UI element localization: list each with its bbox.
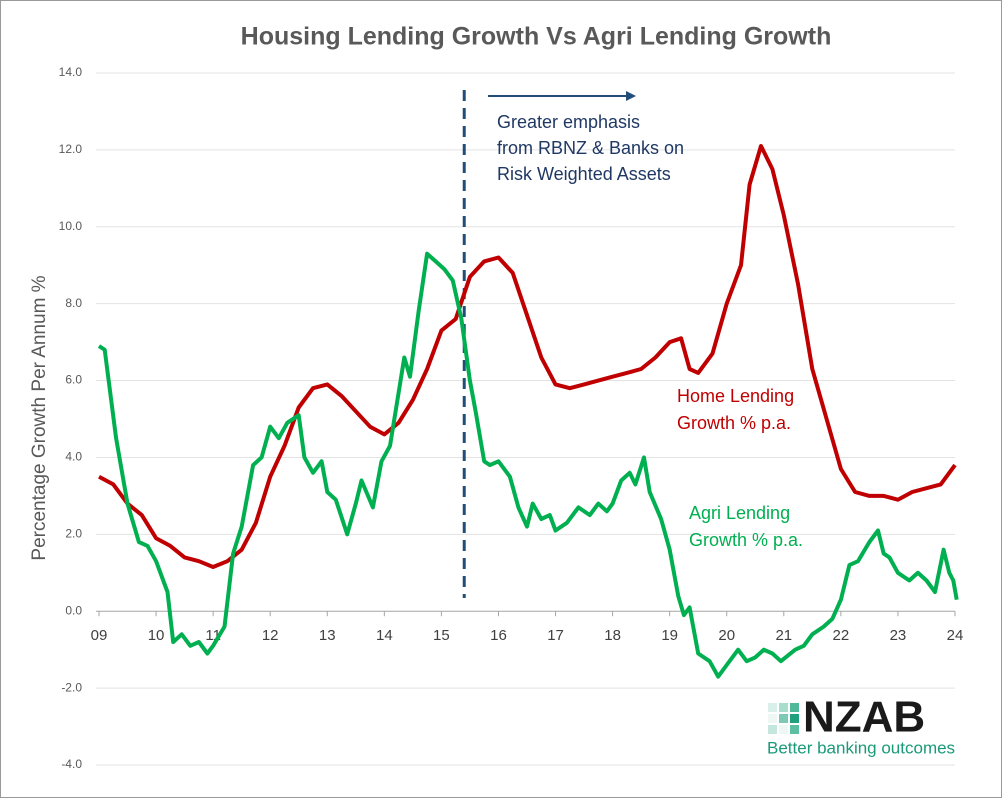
x-tick-label: 12	[262, 627, 279, 644]
y-tick-label: 6.0	[65, 373, 82, 387]
annotation: Risk Weighted Assets	[497, 164, 671, 184]
y-tick-label: 10.0	[59, 219, 83, 233]
arrow-head	[626, 91, 636, 101]
y-tick-label: 4.0	[65, 450, 82, 464]
annotation: Greater emphasis	[497, 112, 640, 132]
x-tick-label: 09	[91, 627, 108, 644]
x-tick-label: 15	[433, 627, 450, 644]
y-tick-label: 8.0	[65, 296, 82, 310]
series-line	[98, 144, 957, 569]
series-line	[97, 251, 959, 679]
x-tick-label: 17	[547, 627, 564, 644]
x-tick-label: 20	[718, 627, 735, 644]
x-tick-label: 23	[890, 627, 907, 644]
x-tick-label: 16	[490, 627, 507, 644]
logo-text: NZAB	[803, 693, 925, 742]
series-label: Agri Lending	[689, 503, 790, 523]
y-tick-label: 12.0	[59, 142, 83, 156]
logo-tagline: Better banking outcomes	[767, 738, 955, 757]
series-label: Growth % p.a.	[689, 530, 803, 550]
y-tick-label: 0.0	[65, 603, 82, 617]
x-tick-label: 14	[376, 627, 393, 644]
x-tick-label: 22	[833, 627, 850, 644]
x-tick-label: 10	[148, 627, 165, 644]
y-tick-label: -4.0	[61, 757, 82, 771]
series-label: Home Lending	[677, 386, 794, 406]
x-tick-label: 21	[775, 627, 792, 644]
y-axis-label: Percentage Growth Per Annum %	[29, 275, 50, 560]
y-tick-label: 14.0	[59, 65, 83, 79]
x-tick-label: 18	[604, 627, 621, 644]
y-tick-label: -2.0	[61, 680, 82, 694]
x-tick-label: 19	[661, 627, 678, 644]
x-tick-label: 13	[319, 627, 336, 644]
logo-icon	[768, 703, 799, 734]
series-label: Growth % p.a.	[677, 413, 791, 433]
annotation: from RBNZ & Banks on	[497, 138, 684, 158]
y-tick-label: 2.0	[65, 527, 82, 541]
chart-title: Housing Lending Growth Vs Agri Lending G…	[241, 23, 832, 51]
x-tick-label: 24	[947, 627, 964, 644]
